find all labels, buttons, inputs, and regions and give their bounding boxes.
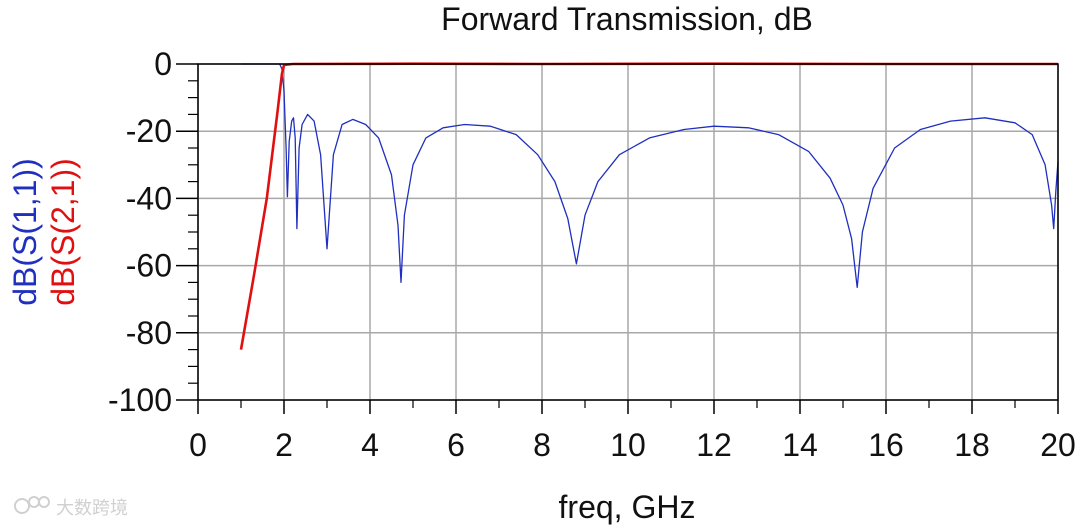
series-line-s21 [239, 62, 1058, 350]
chart-title: Forward Transmission, dB [441, 1, 813, 37]
x-tick-label: 4 [361, 427, 379, 463]
y-axis-labels: dB(S(1,1)) [7, 158, 43, 306]
x-tick-label: 12 [696, 427, 732, 463]
x-tick-label: 2 [275, 427, 293, 463]
y-axis-label-s11: dB(S(1,1)) [7, 158, 43, 306]
x-tick-label: 20 [1040, 427, 1076, 463]
x-tick-label: 0 [189, 427, 207, 463]
x-tick-label: 8 [533, 427, 551, 463]
x-axis-label: freq, GHz [559, 489, 696, 525]
x-tick-label: 6 [447, 427, 465, 463]
x-tick-label: 18 [954, 427, 990, 463]
watermark-text: 大数跨境 [56, 498, 128, 518]
y-tick-label: -60 [126, 248, 172, 284]
x-tick-label: 10 [610, 427, 646, 463]
y-tick-label: -80 [126, 315, 172, 351]
y-tick-label: -40 [126, 180, 172, 216]
series-lines [239, 62, 1059, 350]
plot-frame [197, 63, 1059, 401]
x-tick-label: 16 [868, 427, 904, 463]
y-axis-labels-2: dB(S(2,1)) [45, 158, 81, 306]
x-tick-labels: 0 2 4 6 8 10 12 14 16 18 20 [189, 427, 1076, 463]
y-tick-label: -20 [126, 113, 172, 149]
grid [197, 63, 1059, 401]
y-tick-label: -100 [108, 382, 172, 418]
x-tick-label: 14 [782, 427, 818, 463]
series-line-s11 [241, 63, 1059, 289]
brand-logo-icon [14, 496, 50, 514]
tick-marks [176, 63, 1059, 414]
y-tick-labels: 0 -20 -40 -60 -80 -100 [108, 46, 172, 418]
y-tick-label: 0 [154, 46, 172, 82]
watermark: 大数跨境 [14, 496, 128, 518]
y-axis-label-s21: dB(S(2,1)) [45, 158, 81, 306]
